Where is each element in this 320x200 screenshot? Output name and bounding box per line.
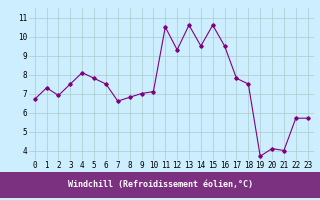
Text: Windchill (Refroidissement éolien,°C): Windchill (Refroidissement éolien,°C) [68, 180, 252, 190]
